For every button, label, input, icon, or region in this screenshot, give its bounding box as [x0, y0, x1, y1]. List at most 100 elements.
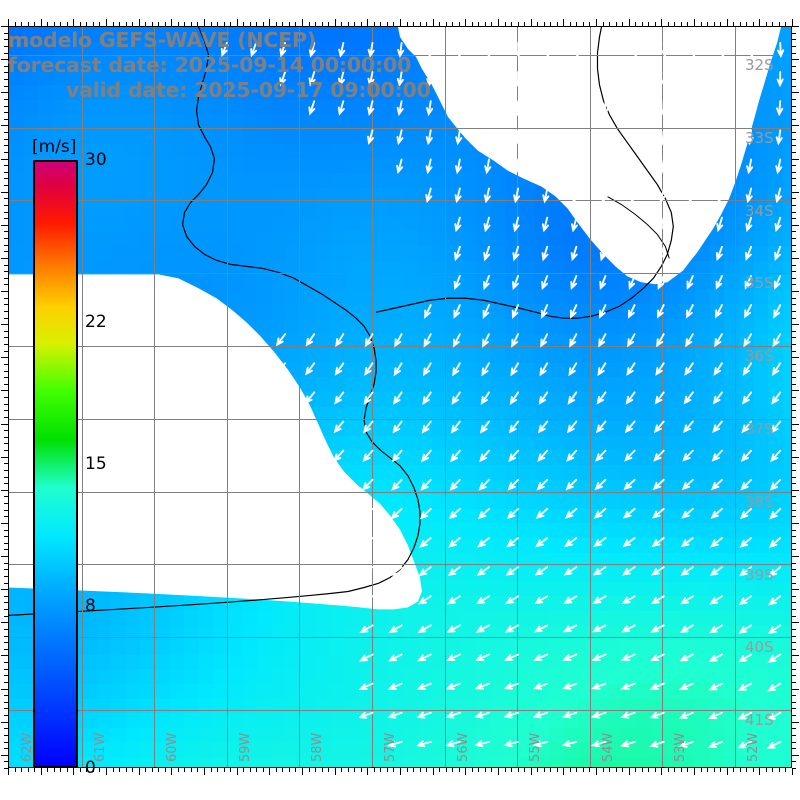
colorbar-tick-8: 8	[85, 595, 96, 616]
tick	[778, 768, 780, 772]
tick	[792, 450, 796, 451]
tick	[1, 589, 8, 591]
tick	[106, 768, 107, 775]
tick	[1, 390, 8, 392]
tick	[792, 542, 796, 544]
latitude-label-39S: 39S	[745, 565, 774, 584]
tick	[275, 768, 277, 772]
tick	[288, 768, 290, 772]
tick	[726, 768, 728, 775]
tick	[400, 19, 401, 26]
longitude-label-53W: 53W	[673, 732, 689, 762]
tick	[792, 635, 796, 637]
tick	[1, 721, 8, 723]
tick	[792, 443, 796, 445]
colorbar-tick-15: 15	[85, 454, 107, 474]
tick	[8, 768, 9, 775]
longitude-label-58W: 58W	[310, 732, 326, 762]
latitude-label-38S: 38S	[745, 492, 774, 511]
tick	[792, 522, 799, 524]
tick	[145, 768, 147, 772]
tick	[792, 284, 796, 286]
tick	[752, 768, 754, 772]
tick	[792, 304, 796, 306]
tick	[79, 768, 81, 772]
tick	[40, 768, 42, 775]
tick	[792, 681, 796, 683]
gridline-vertical	[154, 27, 156, 767]
tick	[380, 768, 382, 772]
tick	[393, 768, 395, 772]
tick	[1, 754, 8, 756]
tick	[792, 463, 796, 465]
tick	[302, 19, 303, 26]
tick	[792, 231, 796, 233]
tick	[445, 768, 447, 772]
tick	[792, 615, 796, 617]
tick	[184, 768, 186, 772]
tick	[138, 768, 140, 775]
tick	[792, 357, 799, 359]
tick	[792, 178, 796, 180]
longitude-label-56W: 56W	[455, 732, 471, 762]
gridline-vertical	[662, 27, 664, 767]
tick	[792, 748, 796, 750]
tick	[204, 768, 205, 775]
tick	[308, 768, 310, 772]
tick	[792, 211, 796, 213]
tick	[119, 768, 121, 772]
tick	[34, 768, 36, 772]
tick	[628, 19, 630, 26]
coastline-path	[9, 27, 421, 617]
tick	[190, 768, 192, 772]
tick	[426, 768, 428, 772]
tick	[1, 655, 8, 657]
tick	[720, 768, 722, 772]
tick	[792, 377, 796, 379]
tick	[556, 768, 558, 772]
tick	[177, 768, 179, 772]
tick	[164, 768, 166, 772]
tick	[73, 19, 75, 26]
tick	[419, 768, 421, 772]
gridline-vertical	[299, 27, 301, 767]
tick	[792, 562, 796, 564]
tick	[321, 768, 323, 772]
tick	[792, 509, 796, 511]
gridline-horizontal	[9, 637, 791, 639]
tick	[66, 768, 68, 772]
tick	[347, 768, 349, 772]
tick	[563, 19, 565, 26]
tick	[60, 768, 62, 772]
axis-ticks-top	[8, 18, 793, 26]
tick	[792, 310, 796, 312]
tick	[700, 768, 702, 772]
tick	[138, 19, 140, 26]
tick	[792, 151, 796, 153]
tick	[576, 768, 578, 772]
tick	[596, 768, 597, 775]
tick	[792, 768, 796, 769]
map-clip	[9, 27, 791, 767]
tick	[550, 768, 552, 772]
tick	[262, 768, 264, 772]
tick	[400, 768, 401, 775]
tick	[217, 768, 219, 772]
tick	[792, 277, 796, 279]
tick	[792, 125, 799, 127]
tick	[772, 768, 774, 772]
tick	[792, 642, 796, 644]
colorbar-tick-22: 22	[85, 312, 107, 333]
axis-ticks-right	[792, 26, 800, 769]
tick	[99, 768, 101, 772]
tick	[792, 218, 796, 220]
tick	[432, 19, 434, 26]
tick	[792, 715, 796, 716]
tick	[792, 761, 796, 763]
gridline-horizontal	[9, 491, 791, 493]
valid-date: valid date: 2025-09-17 09:00:00	[66, 78, 431, 102]
colorbar-units-label: [m/s]	[32, 137, 77, 157]
tick	[694, 768, 695, 775]
tick	[792, 350, 796, 352]
axis-ticks-bottom	[8, 768, 793, 776]
